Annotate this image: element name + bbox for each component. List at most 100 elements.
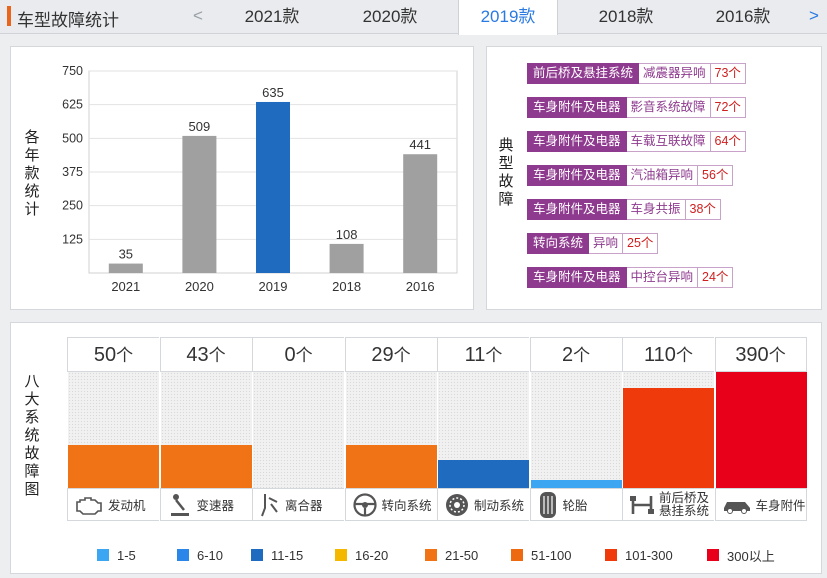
system-count: 29个 xyxy=(344,337,437,372)
typical-faults-panel: 典型故障 前后桥及悬挂系统 减震器异响 73个 车身附件及电器 影音系统故障 72个 车身附… xyxy=(486,46,822,310)
system-name: 转向系统 xyxy=(381,499,432,513)
system-count-value: 50 xyxy=(93,344,117,366)
bar-2016 xyxy=(403,154,438,273)
system-count-value: 29 xyxy=(371,344,394,366)
legend-item: 11-15 xyxy=(251,547,303,563)
system-label: 离合器 xyxy=(252,488,344,521)
legend-item: 101-300 xyxy=(605,547,673,563)
system-count-value: 110 xyxy=(644,344,676,366)
faults-side-label: 典型故障 xyxy=(498,137,514,208)
system-bar-track xyxy=(344,372,437,488)
system-count-value: 43 xyxy=(186,344,209,366)
fault-category: 转向系统 xyxy=(527,233,590,254)
fault-category: 车身附件及电器 xyxy=(527,97,627,118)
fault-count: 56个 xyxy=(698,165,734,186)
fault-count: 38个 xyxy=(685,199,721,220)
tab-2016[interactable]: 2016款 xyxy=(715,7,771,26)
fault-count: 72个 xyxy=(710,97,746,118)
y-tick-label: 625 xyxy=(62,98,83,112)
system-label: 轮胎 xyxy=(529,488,622,521)
bar-2018 xyxy=(329,243,364,273)
bar-value-label: 509 xyxy=(189,119,211,134)
system-name: 前后桥及 悬挂系统 xyxy=(659,490,710,518)
legend-swatch xyxy=(425,549,437,561)
system-column[interactable]: 11个制动系统 xyxy=(437,337,529,521)
legend-item: 6-10 xyxy=(177,547,223,563)
tab-2021[interactable]: 2021款 xyxy=(244,7,300,26)
fault-item[interactable]: 车身附件及电器 中控台异响 24个 xyxy=(527,267,734,288)
legend-label: 101-300 xyxy=(625,547,673,563)
legend-item: 1-5 xyxy=(97,547,136,563)
fault-item[interactable]: 车身附件及电器 车身共振 38个 xyxy=(527,199,721,220)
system-count-unit: 个 xyxy=(116,346,134,365)
prev-arrow-icon[interactable]: < xyxy=(193,6,203,25)
system-count: 43个 xyxy=(159,337,252,372)
system-bar-fill xyxy=(345,445,437,488)
system-count-unit: 个 xyxy=(295,346,313,365)
bar-value-label: 635 xyxy=(262,85,284,100)
tab-2018[interactable]: 2018款 xyxy=(598,7,654,26)
system-count: 110个 xyxy=(622,337,714,372)
system-column[interactable]: 29个转向系统 xyxy=(344,337,437,521)
tab-2020[interactable]: 2020款 xyxy=(362,7,418,26)
system-bar-fill xyxy=(160,445,252,488)
fault-category: 车身附件及电器 xyxy=(527,199,627,220)
system-bar-fill xyxy=(438,460,529,488)
legend-item: 16-20 xyxy=(335,547,388,563)
system-bar-fill xyxy=(530,479,622,488)
system-count-value: 11 xyxy=(464,344,486,366)
yearly-side-label: 各年款统计 xyxy=(24,129,40,218)
fault-item[interactable]: 前后桥及悬挂系统 减震器异响 73个 xyxy=(527,63,746,84)
system-bar-track xyxy=(529,372,622,488)
system-count-unit: 个 xyxy=(573,346,591,365)
clutch-icon xyxy=(259,492,285,518)
system-column[interactable]: 390个 车身附件 xyxy=(714,337,807,521)
legend-swatch xyxy=(511,549,523,561)
system-count: 50个 xyxy=(67,337,159,372)
system-label: 前后桥及 悬挂系统 xyxy=(622,488,714,521)
y-tick-label: 250 xyxy=(62,199,83,213)
system-count-unit: 个 xyxy=(208,346,226,365)
fault-description: 车身共振 xyxy=(626,199,686,220)
x-tick-label: 2021 xyxy=(111,279,140,294)
fault-description: 减震器异响 xyxy=(639,63,711,84)
legend-swatch xyxy=(97,549,109,561)
y-tick-label: 750 xyxy=(62,64,83,78)
legend-label: 6-10 xyxy=(197,547,224,563)
system-column[interactable]: 2个轮胎 xyxy=(529,337,622,521)
tab-2019[interactable]: 2019款 xyxy=(458,0,558,35)
fault-description: 车载互联故障 xyxy=(626,131,711,152)
legend-label: 16-20 xyxy=(355,547,389,563)
fault-category: 车身附件及电器 xyxy=(527,267,627,288)
system-count: 11个 xyxy=(437,337,529,372)
system-label: 制动系统 xyxy=(437,488,529,521)
bar-2020 xyxy=(182,135,217,273)
steering-wheel-icon xyxy=(352,492,382,518)
x-tick-label: 2016 xyxy=(406,279,435,294)
system-count-unit: 个 xyxy=(675,346,693,365)
fault-count: 64个 xyxy=(710,131,746,152)
y-tick-label: 500 xyxy=(62,131,83,145)
next-arrow-icon[interactable]: > xyxy=(809,6,819,25)
fault-count: 24个 xyxy=(698,267,734,288)
system-bar-track xyxy=(714,372,807,488)
fault-count: 25个 xyxy=(623,233,659,254)
system-count: 2个 xyxy=(529,337,622,372)
fault-item[interactable]: 车身附件及电器 影音系统故障 72个 xyxy=(527,97,746,118)
system-bar-track xyxy=(252,372,344,488)
fault-item[interactable]: 车身附件及电器 汽油箱异响 56个 xyxy=(527,165,734,186)
system-count: 0个 xyxy=(252,337,344,372)
legend-swatch xyxy=(251,549,263,561)
page-title: 车型故障统计 xyxy=(17,11,119,30)
bar-2019 xyxy=(256,101,290,273)
fault-item[interactable]: 转向系统 异响 25个 xyxy=(527,233,659,254)
system-column[interactable]: 50个 发动机 xyxy=(67,337,159,521)
system-column[interactable]: 110个前后桥及 悬挂系统 xyxy=(622,337,714,521)
legend-label: 300以上 xyxy=(727,548,775,564)
legend-item: 21-50 xyxy=(425,547,478,563)
system-column[interactable]: 0个离合器 xyxy=(252,337,344,521)
system-column[interactable]: 43个 变速器 xyxy=(159,337,252,521)
car-body-icon xyxy=(722,496,756,514)
fault-item[interactable]: 车身附件及电器 车载互联故障 64个 xyxy=(527,131,746,152)
